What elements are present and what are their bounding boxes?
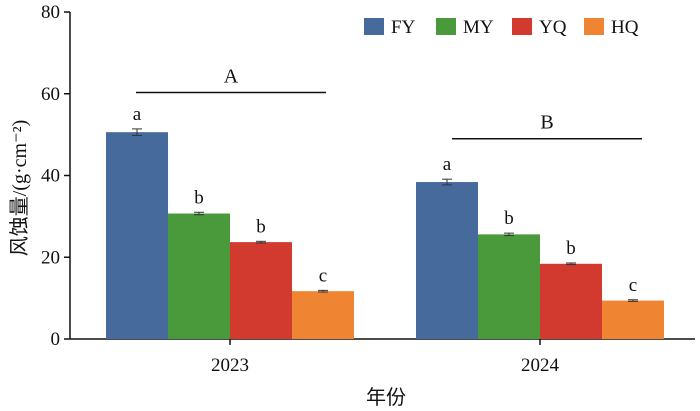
bar-MY-2023 (168, 213, 230, 339)
chart-legend: FY MY YQ HQ (364, 17, 639, 38)
legend-swatch-FY (364, 18, 384, 35)
y-tick-label-20: 20 (41, 247, 60, 268)
significance-label-YQ-2024: b (566, 238, 576, 259)
bar-HQ-2023 (292, 291, 354, 339)
bar-HQ-2024 (602, 300, 664, 339)
significance-label-FY-2024: a (443, 154, 452, 175)
significance-label-HQ-2023: c (319, 265, 327, 286)
legend-label-FY: FY (391, 17, 416, 38)
bar-FY-2024 (416, 182, 478, 339)
x-tick-label-2024: 2024 (521, 355, 560, 376)
bar-YQ-2024 (540, 263, 602, 339)
legend-label-HQ: HQ (611, 17, 639, 38)
chart-annotations: AB (136, 66, 642, 140)
significance-label-YQ-2023: b (256, 216, 266, 237)
significance-label-HQ-2024: c (629, 275, 637, 296)
significance-label-MY-2024: b (504, 208, 514, 229)
bar-YQ-2023 (230, 242, 292, 339)
bar-MY-2024 (478, 234, 540, 339)
bar-FY-2023 (106, 132, 168, 339)
legend-label-MY: MY (463, 17, 494, 38)
legend-label-YQ: YQ (539, 17, 567, 38)
legend-swatch-YQ (512, 18, 532, 35)
y-tick-label-60: 60 (41, 84, 60, 105)
significance-label-FY-2023: a (133, 104, 142, 125)
y-tick-label-0: 0 (51, 329, 61, 350)
y-tick-label-80: 80 (41, 2, 60, 23)
legend-swatch-HQ (584, 18, 604, 35)
x-tick-label-2023: 2023 (211, 355, 249, 376)
legend-swatch-MY (436, 18, 456, 35)
significance-label-MY-2023: b (194, 187, 204, 208)
group-letter-2023: A (224, 66, 239, 88)
y-axis-title: 风蚀量/(g·cm⁻²) (8, 120, 31, 257)
chart-bars: a a b b b b c c (106, 104, 664, 339)
x-axis-title: 年份 (366, 386, 406, 409)
group-letter-2024: B (540, 112, 553, 134)
y-tick-label-40: 40 (41, 166, 60, 187)
